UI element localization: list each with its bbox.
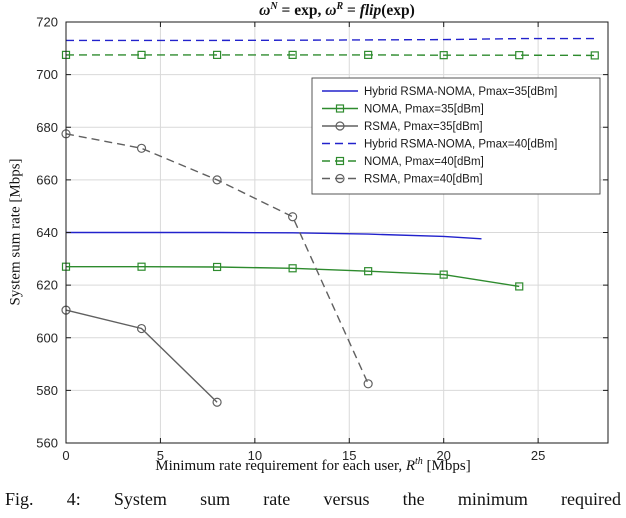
series-4-marker [212,50,222,59]
y-tick-label: 700 [36,67,58,82]
series-1-line [66,266,520,288]
y-tick-label: 680 [36,120,58,135]
chart-plot: 0 5 10 15 20 25 560 580 600 620 640 660 680 700 720 Hyb… [36,15,609,463]
series-4-marker [439,51,448,60]
y-tick-label: 620 [36,278,58,293]
series-4-marker [288,50,297,59]
x-tick-label: 5 [157,448,164,463]
series-2-line [65,309,218,403]
legend-sample-marker [335,173,345,184]
series-1-marker [137,262,146,271]
y-tick-label: 580 [36,383,58,398]
x-tick-label: 0 [62,448,69,463]
chart-title: ωN = exp, ωR = flip(exp) [259,0,415,19]
legend-sample-marker [335,121,345,131]
series-3-line [66,37,595,42]
legend-entry-label: Hybrid RSMA-NOMA, Pmax=35[dBm] [364,86,557,98]
series-5-marker [363,379,373,389]
legend-entry-label: RSMA, Pmax=35[dBm] [364,121,483,133]
legend-sample-marker [335,104,345,113]
y-tick-label: 560 [36,436,58,451]
series-5-marker [136,143,147,153]
series-1-marker [515,282,524,291]
series-4-marker [590,51,599,60]
series-4-marker [515,51,524,60]
series-5-marker [212,175,222,185]
series-4-marker [137,50,146,59]
y-axis-label: System sum rate [Mbps] [7,158,24,306]
series-4-line [66,54,595,57]
legend-sample-marker [335,156,345,166]
y-tick-label: 640 [36,225,58,240]
series-2-marker [212,397,222,407]
legend: Hybrid RSMA-NOMA, Pmax=35[dBm] NOMA, Pmax… [311,77,601,195]
series-1-marker [439,270,448,279]
series-0-line [66,231,482,240]
series-5-marker [288,212,298,222]
y-tick-label: 600 [36,330,58,345]
y-tick-label: 720 [36,15,58,30]
legend-entry-label: NOMA, Pmax=35[dBm] [364,104,484,116]
legend-box [311,77,601,195]
x-tick-label: 20 [436,448,450,463]
x-tick-label: 25 [531,448,545,463]
series-1-marker [288,264,297,273]
series-1-marker [364,267,373,276]
figure-caption: Fig. 4: System sum rate versus the minim… [5,489,622,509]
x-axis-label: Minimum rate requirement for each user, … [155,456,471,475]
y-tick-label: 660 [36,172,58,187]
series-4-marker [364,50,373,59]
legend-entry-label: RSMA, Pmax=40[dBm] [364,174,483,186]
legend-entry-label: Hybrid RSMA-NOMA, Pmax=40[dBm] [364,139,557,151]
series-2-marker [136,323,147,334]
x-tick-label: 15 [342,448,356,463]
x-tick-label: 10 [248,448,262,463]
legend-entry-label: NOMA, Pmax=40[dBm] [364,156,484,168]
series-5-line [65,133,369,385]
series-1-marker [212,262,222,272]
